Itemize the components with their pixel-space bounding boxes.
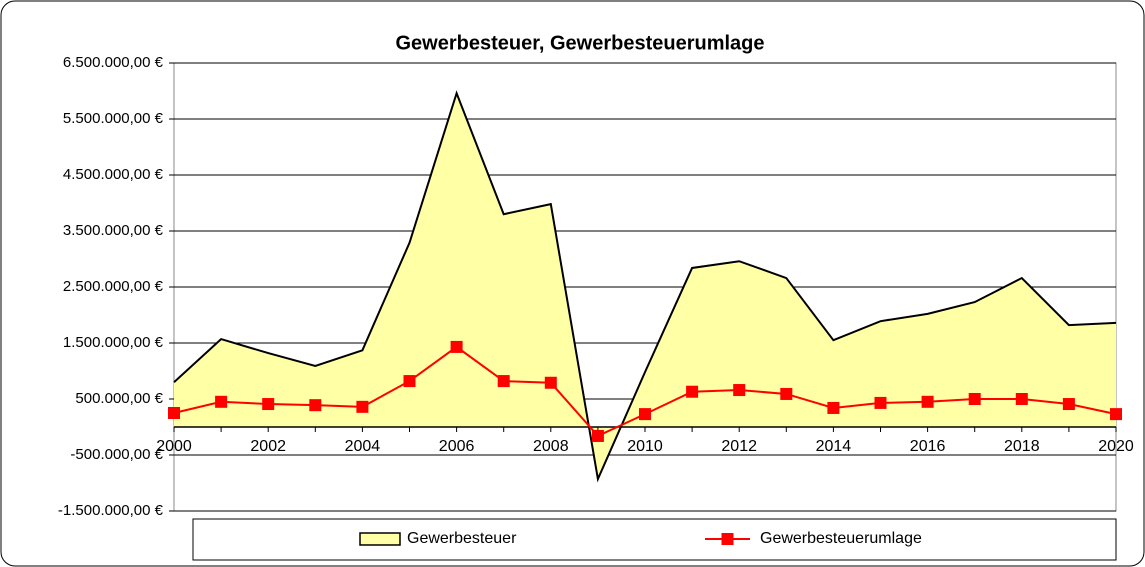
- marker: [262, 398, 275, 411]
- area-outline: [173, 90, 1117, 483]
- y-tick-label: 500.000,00 €: [75, 390, 163, 407]
- x-tick-label: 2000: [156, 438, 192, 455]
- marker: [921, 395, 934, 408]
- y-tick-label: 5.500.000,00 €: [63, 110, 164, 127]
- x-tick-label: 2002: [250, 438, 286, 455]
- marker: [780, 387, 793, 400]
- marker: [168, 407, 180, 419]
- marker: [591, 429, 604, 442]
- x-tick-label: 2010: [627, 438, 663, 455]
- x-tick-label: 2012: [721, 438, 757, 455]
- marker: [356, 400, 369, 413]
- chart-title: Gewerbesteuer, Gewerbesteuerumlage: [395, 32, 764, 54]
- marker: [686, 385, 699, 398]
- legend-marker: [721, 533, 734, 545]
- marker: [215, 395, 228, 408]
- y-tick-label: -1.500.000,00 €: [58, 502, 164, 519]
- marker: [1062, 398, 1075, 411]
- marker: [639, 408, 651, 421]
- legend-label: Gewerbesteuerumlage: [760, 530, 922, 547]
- x-tick-label: 2008: [533, 438, 569, 455]
- y-tick-label: 4.500.000,00 €: [63, 166, 164, 183]
- marker: [1015, 393, 1028, 405]
- marker: [1110, 408, 1122, 421]
- legend-label: Gewerbesteuer: [407, 530, 517, 547]
- y-tick-label: 2.500.000,00 €: [63, 278, 164, 295]
- marker: [968, 393, 981, 405]
- x-tick-label: 2018: [1004, 438, 1040, 455]
- marker: [309, 399, 322, 412]
- x-tick-label: 2006: [439, 438, 475, 455]
- x-tick-label: 2004: [345, 438, 381, 455]
- y-tick-label: 6.500.000,00 €: [63, 54, 164, 71]
- marker: [403, 375, 416, 388]
- marker: [544, 376, 557, 389]
- y-tick-label: -500.000,00 €: [70, 446, 163, 463]
- marker: [450, 340, 463, 353]
- marker: [827, 401, 840, 414]
- legend-swatch: [359, 532, 401, 546]
- x-tick-label: 2016: [910, 438, 946, 455]
- y-tick-label: 1.500.000,00 €: [63, 334, 164, 351]
- legend: [192, 518, 1117, 561]
- x-tick-label: 2020: [1098, 438, 1134, 455]
- marker: [874, 396, 887, 409]
- y-tick-label: 3.500.000,00 €: [63, 222, 164, 239]
- x-tick-label: 2014: [816, 438, 852, 455]
- marker: [733, 384, 746, 397]
- marker: [497, 375, 510, 388]
